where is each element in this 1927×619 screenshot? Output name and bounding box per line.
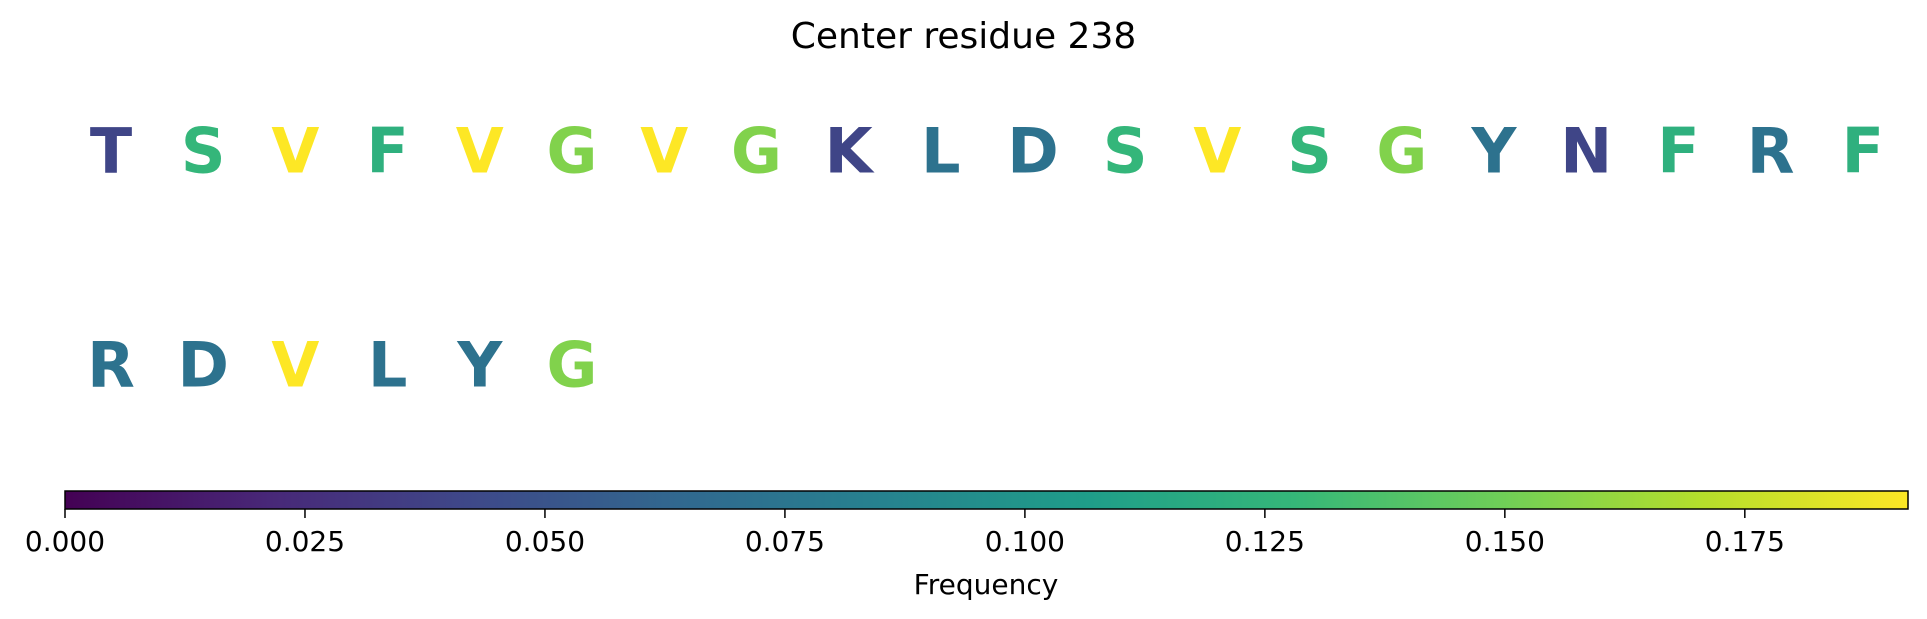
- chart-title: Center residue 238: [790, 16, 1137, 57]
- residue-letter: F: [366, 114, 408, 187]
- colorbar-tick-label: 0.000: [25, 525, 105, 558]
- residue-letter: S: [1103, 114, 1148, 187]
- residue-letter: T: [90, 114, 132, 187]
- residue-letter: G: [731, 114, 782, 187]
- residue-letter: V: [271, 114, 319, 187]
- residue-letter: R: [87, 328, 135, 401]
- residue-letter: V: [271, 328, 319, 401]
- residue-letter: F: [1657, 114, 1699, 187]
- colorbar-label: Frequency: [914, 568, 1059, 601]
- residue-letter: V: [640, 114, 688, 187]
- residue-letter: D: [1007, 114, 1058, 187]
- letters-layer: T S V F V G V G K L D S V S G Y N F R FR D V L Y G: [87, 114, 1884, 401]
- residue-letter: V: [456, 114, 504, 187]
- residue-letter: G: [547, 328, 598, 401]
- residue-letter: Y: [1471, 114, 1518, 187]
- residue-letter: G: [1376, 114, 1427, 187]
- colorbar-tick-label: 0.150: [1465, 525, 1545, 558]
- colorbar-tick-label: 0.125: [1225, 525, 1305, 558]
- colorbar: [64, 490, 1909, 510]
- residue-letter: N: [1560, 114, 1612, 187]
- residue-letter: V: [1193, 114, 1241, 187]
- residue-letter: S: [1287, 114, 1332, 187]
- residue-letter: F: [1842, 114, 1884, 187]
- colorbar-tick-label: 0.050: [505, 525, 585, 558]
- colorbar-tick-label: 0.025: [265, 525, 345, 558]
- residue-letter: L: [921, 114, 961, 187]
- residue-letter: R: [1747, 114, 1795, 187]
- residue-letter: D: [177, 328, 228, 401]
- colorbar-tick-label: 0.075: [745, 525, 825, 558]
- residue-letter: S: [181, 114, 226, 187]
- residue-letter: G: [547, 114, 598, 187]
- colorbar-tick-label: 0.100: [985, 525, 1065, 558]
- residue-letter: L: [368, 328, 408, 401]
- colorbar-ticks: 0.000 0.025 0.050 0.075 0.100 0.125 0.150 0.175: [25, 509, 1785, 558]
- residue-letter: Y: [456, 328, 503, 401]
- colorbar-tick-label: 0.175: [1705, 525, 1785, 558]
- residue-letter: K: [825, 114, 875, 187]
